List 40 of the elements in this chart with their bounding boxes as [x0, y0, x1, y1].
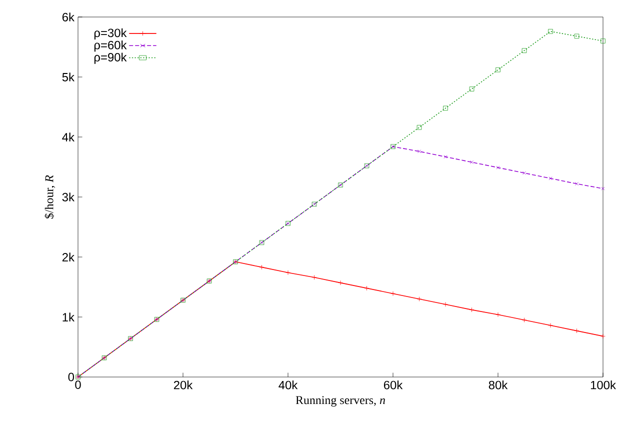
y-tick-label: 5k: [62, 72, 74, 82]
x-tick-label: 40k: [278, 380, 298, 390]
point: [548, 323, 553, 328]
point: [469, 86, 474, 92]
x-tick-label: 80k: [488, 380, 508, 390]
point: [496, 312, 500, 317]
legend-label: ρ=30k: [94, 28, 127, 40]
point: [418, 150, 422, 154]
y-tick-label: 3k: [62, 192, 74, 202]
point: [522, 48, 527, 53]
point: [443, 106, 448, 111]
point: [548, 176, 552, 180]
legend-label: ρ=60k: [94, 40, 127, 52]
y-axis-title: $/hour, R: [44, 175, 56, 218]
y-tick-label: 2k: [62, 252, 74, 262]
point: [338, 280, 343, 286]
point: [416, 125, 422, 130]
point: [390, 291, 396, 296]
x-tick-label: 100k: [590, 380, 616, 390]
point: [444, 155, 448, 159]
point: [600, 38, 606, 44]
point: [522, 171, 526, 175]
point: [443, 302, 448, 307]
y-tick-label: 1k: [62, 312, 74, 322]
point: [601, 186, 605, 190]
y-tick-label: 6k: [62, 12, 74, 22]
y-tick-label: 4k: [62, 132, 74, 142]
y-tick-label: 0: [68, 372, 74, 382]
point: [470, 160, 474, 164]
x-tick-label: 60k: [384, 380, 403, 390]
point: [286, 270, 290, 275]
point: [575, 182, 579, 186]
point: [574, 34, 580, 39]
point: [496, 166, 500, 170]
legend-label: ρ=90k: [94, 52, 127, 64]
x-axis-title: Running servers, n: [296, 396, 385, 407]
point: [496, 67, 500, 72]
x-tick-label: 20k: [174, 380, 193, 390]
point: [548, 29, 553, 34]
x-tick-label: 0: [75, 380, 81, 389]
